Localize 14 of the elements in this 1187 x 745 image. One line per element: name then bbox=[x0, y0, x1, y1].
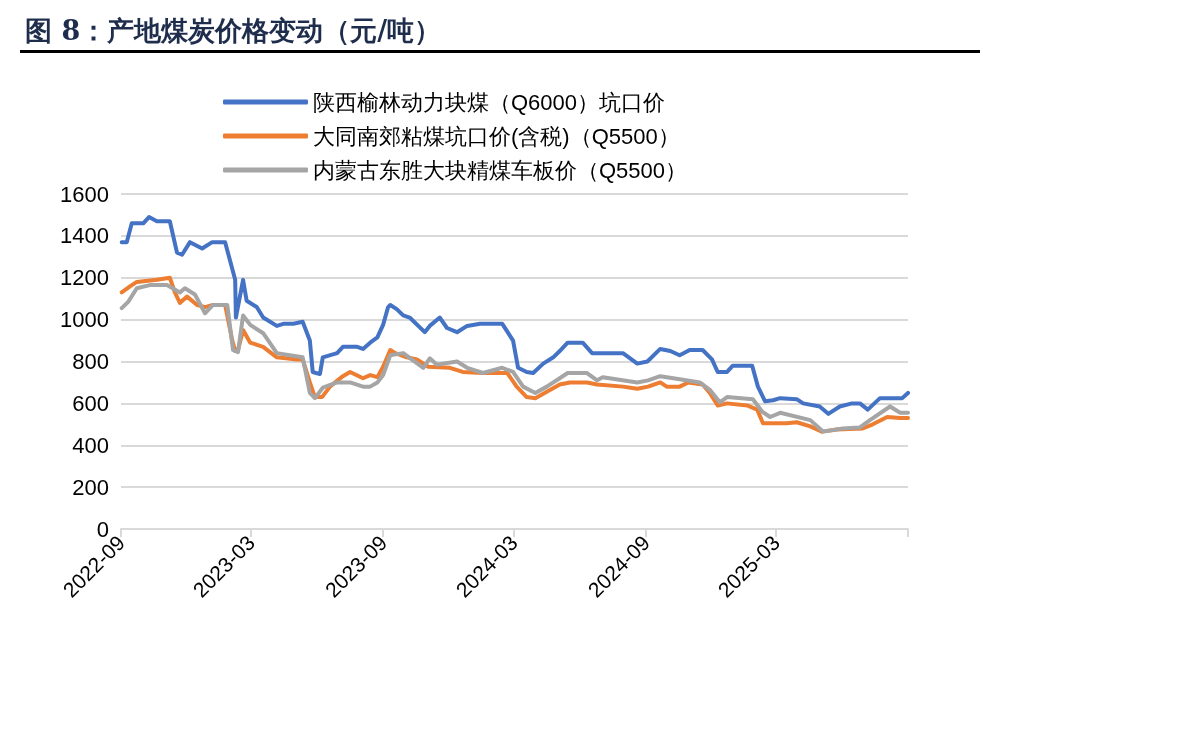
legend-label: 内蒙古东胜大块精煤车板价（Q5500） bbox=[313, 157, 688, 183]
y-tick-label: 200 bbox=[72, 474, 109, 500]
legend-label: 大同南郊粘煤坑口价(含税)（Q5500） bbox=[313, 123, 680, 149]
y-tick-label: 600 bbox=[72, 390, 109, 416]
y-tick-label: 1000 bbox=[60, 307, 109, 333]
y-tick-label: 800 bbox=[72, 349, 109, 374]
y-tick-label: 0 bbox=[96, 516, 109, 542]
legend-label: 陕西榆林动力块煤（Q6000）坑口价 bbox=[313, 89, 666, 115]
y-tick-label: 400 bbox=[72, 432, 109, 458]
y-tick-label: 1600 bbox=[60, 181, 109, 207]
y-tick-label: 1200 bbox=[60, 265, 109, 291]
y-tick-label: 1400 bbox=[60, 223, 109, 249]
line-series bbox=[119, 215, 910, 416]
chart-title: 图 8：产地煤炭价格变动（元/吨） bbox=[25, 15, 442, 46]
